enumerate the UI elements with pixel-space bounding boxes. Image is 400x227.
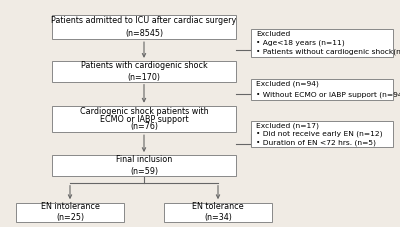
Text: EN tolerance: EN tolerance xyxy=(192,202,244,211)
FancyBboxPatch shape xyxy=(164,202,272,222)
Text: • Did not receive early EN (n=12): • Did not receive early EN (n=12) xyxy=(256,131,382,137)
Text: Excluded (n=17): Excluded (n=17) xyxy=(256,122,319,129)
FancyBboxPatch shape xyxy=(251,121,393,147)
FancyBboxPatch shape xyxy=(52,15,236,39)
Text: Cardiogenic shock patients with: Cardiogenic shock patients with xyxy=(80,107,208,116)
Text: (n=8545): (n=8545) xyxy=(125,30,163,38)
Text: (n=76): (n=76) xyxy=(130,122,158,131)
Text: (n=34): (n=34) xyxy=(204,213,232,222)
Text: EN intolerance: EN intolerance xyxy=(40,202,100,211)
Text: Excluded: Excluded xyxy=(256,31,290,37)
Text: • Without ECMO or IABP support (n=94): • Without ECMO or IABP support (n=94) xyxy=(256,92,400,99)
FancyBboxPatch shape xyxy=(251,79,393,100)
FancyBboxPatch shape xyxy=(251,29,393,57)
Text: • Duration of EN <72 hrs. (n=5): • Duration of EN <72 hrs. (n=5) xyxy=(256,139,376,146)
Text: • Age<18 years (n=11): • Age<18 years (n=11) xyxy=(256,40,344,46)
FancyBboxPatch shape xyxy=(16,202,124,222)
Text: Patients with cardiogenic shock: Patients with cardiogenic shock xyxy=(81,61,207,70)
Text: (n=170): (n=170) xyxy=(128,73,160,82)
Text: (n=25): (n=25) xyxy=(56,213,84,222)
Text: Final inclusion: Final inclusion xyxy=(116,155,172,165)
Text: Patients admitted to ICU after cardiac surgery: Patients admitted to ICU after cardiac s… xyxy=(51,16,237,25)
Text: (n=59): (n=59) xyxy=(130,167,158,176)
Text: ECMO or IABP support: ECMO or IABP support xyxy=(100,115,188,124)
FancyBboxPatch shape xyxy=(52,155,236,176)
Text: Excluded (n=94): Excluded (n=94) xyxy=(256,81,319,87)
Text: • Patients without cardiogenic shock(n=8364): • Patients without cardiogenic shock(n=8… xyxy=(256,49,400,55)
FancyBboxPatch shape xyxy=(52,61,236,82)
FancyBboxPatch shape xyxy=(52,106,236,132)
